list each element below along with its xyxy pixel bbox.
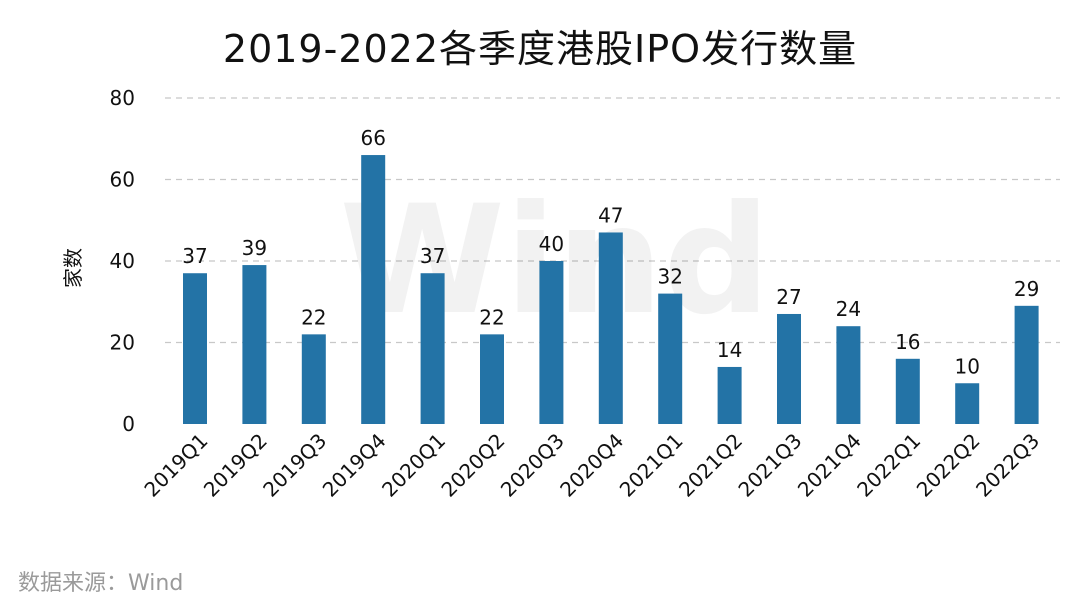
bar bbox=[658, 293, 683, 424]
x-tick-label: 2021Q1 bbox=[615, 429, 688, 502]
y-tick-label: 80 bbox=[110, 86, 135, 110]
y-tick-label: 40 bbox=[110, 249, 135, 273]
y-tick-label: 60 bbox=[110, 168, 135, 192]
bar bbox=[539, 261, 564, 424]
data-label: 66 bbox=[360, 126, 385, 150]
x-tick-label: 2019Q3 bbox=[258, 429, 331, 502]
bar bbox=[598, 232, 623, 424]
x-tick-label: 2020Q1 bbox=[377, 429, 450, 502]
data-label: 10 bbox=[954, 354, 979, 378]
x-tick-label: 2020Q3 bbox=[496, 429, 569, 502]
x-tick-label: 2022Q2 bbox=[912, 429, 985, 502]
x-tick-label: 2019Q4 bbox=[318, 429, 391, 502]
x-tick-label: 2021Q3 bbox=[733, 429, 806, 502]
bar bbox=[242, 265, 267, 424]
y-tick-label: 0 bbox=[122, 412, 135, 436]
x-tick-label: 2019Q2 bbox=[199, 429, 272, 502]
bar bbox=[480, 334, 504, 424]
bar bbox=[1014, 305, 1039, 424]
bar bbox=[301, 334, 326, 424]
data-label: 39 bbox=[242, 236, 267, 260]
data-label: 47 bbox=[598, 203, 623, 227]
data-label: 22 bbox=[479, 305, 504, 329]
bar bbox=[895, 358, 920, 424]
data-label: 32 bbox=[657, 265, 682, 289]
bar bbox=[955, 383, 980, 424]
source-note: 数据来源：Wind bbox=[18, 571, 184, 596]
chart-title: 2019-2022各季度港股IPO发行数量 bbox=[222, 27, 858, 71]
data-labels: 37 39 22 66 37 22 40 47 32 14 27 24 16 10 29 bbox=[182, 126, 1039, 378]
bar bbox=[420, 273, 445, 424]
data-label: 27 bbox=[776, 285, 801, 309]
x-tick-label: 2021Q2 bbox=[674, 429, 747, 502]
x-tick-label: 2019Q1 bbox=[139, 429, 212, 502]
data-label: 37 bbox=[182, 244, 207, 268]
y-axis-ticks: 0 20 40 60 80 bbox=[110, 86, 135, 436]
data-label: 37 bbox=[420, 244, 445, 268]
x-tick-label: 2022Q3 bbox=[971, 429, 1044, 502]
bar bbox=[777, 313, 801, 424]
bar bbox=[183, 273, 207, 424]
x-axis-labels: 2019Q12019Q22019Q32019Q42020Q12020Q22020… bbox=[139, 429, 1044, 502]
data-label: 14 bbox=[717, 338, 742, 362]
y-tick-label: 20 bbox=[110, 331, 135, 355]
bar bbox=[717, 366, 742, 424]
y-axis-label: 家数 bbox=[61, 248, 85, 288]
x-tick-label: 2020Q2 bbox=[436, 429, 509, 502]
bar bbox=[836, 326, 861, 424]
data-label: 16 bbox=[895, 330, 920, 354]
x-tick-label: 2021Q4 bbox=[793, 429, 866, 502]
data-label: 29 bbox=[1014, 277, 1039, 301]
bars bbox=[183, 155, 1039, 425]
x-tick-label: 2022Q1 bbox=[852, 429, 925, 502]
data-label: 40 bbox=[539, 232, 564, 256]
bar bbox=[361, 155, 386, 425]
x-tick-label: 2020Q4 bbox=[555, 429, 628, 502]
data-label: 22 bbox=[301, 305, 326, 329]
data-label: 24 bbox=[836, 297, 861, 321]
